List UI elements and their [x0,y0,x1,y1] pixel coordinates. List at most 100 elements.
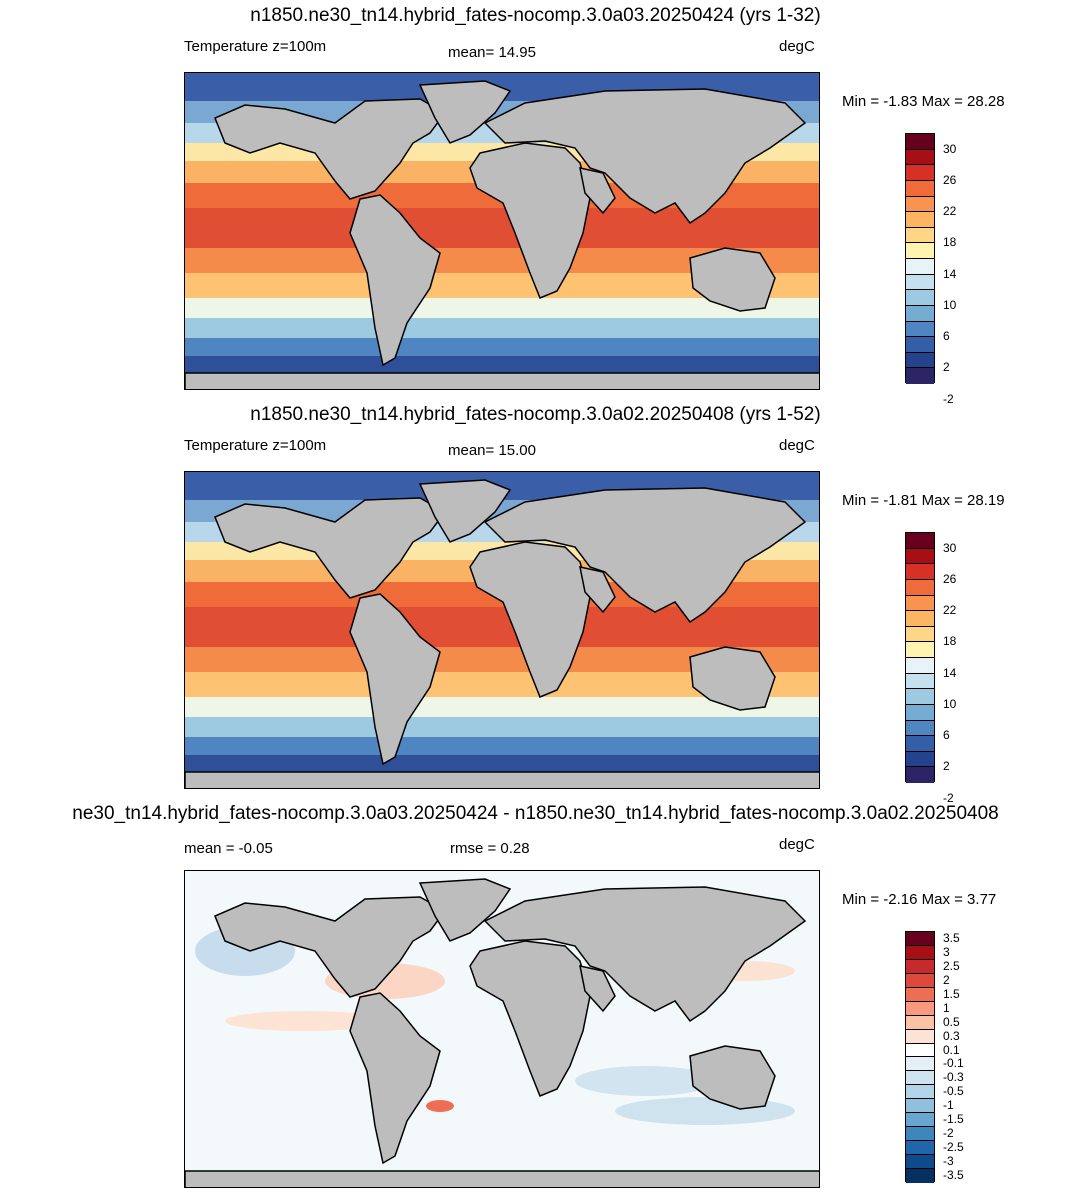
land-mass [349,992,441,1165]
land-mass [483,88,807,225]
map-field [185,871,819,1187]
colorbar-tick-label: 1.5 [943,986,960,1001]
colorbar-tick-label: 2 [943,972,950,987]
colorbar-tick-label: 0.1 [943,1042,960,1057]
panel-2-mean-label: mean= 15.00 [448,442,536,459]
panel-1-minmax: Min = -1.83 Max = 28.28 [842,93,1005,110]
colorbar-swatch [906,1071,934,1086]
colorbar-tick-label: 10 [943,297,957,312]
colorbar-swatch [906,1113,934,1128]
panel-2-minmax: Min = -1.81 Max = 28.19 [842,492,1005,509]
colorbar-swatch [906,290,934,306]
colorbar-tick-label: -3 [943,1154,954,1169]
land-mass [349,194,441,367]
colorbar-swatch [906,321,934,338]
colorbar-swatch [906,658,934,674]
anomaly-patch [225,1011,385,1031]
colorbar-tick-label: 2 [943,759,950,774]
colorbar-tick-label: 2.5 [943,958,960,973]
colorbar-tick-label: -1 [943,1098,954,1113]
colorbar-tick-label: 0.5 [943,1014,960,1029]
colorbar-swatch [906,149,934,166]
panel-2-map [184,471,820,789]
colorbar-tick-label: 26 [943,571,957,586]
panel-1-variable-label: Temperature z=100m [184,38,327,55]
colorbar-tick-label: -2 [943,790,954,805]
ocean-band [185,697,819,717]
land-mass [469,940,591,1097]
colorbar-tick-label: 22 [943,603,957,618]
colorbar-swatch [906,626,934,643]
colorbar-tick-label: -3.5 [943,1168,964,1183]
colorbar-swatch [906,673,934,690]
colorbar-tick-label: -1.5 [943,1112,964,1127]
colorbar-tick-label: 0.3 [943,1028,960,1043]
colorbar-swatch [906,642,934,658]
land-mass [579,965,616,1013]
colorbar-tick-label: 6 [943,329,950,344]
colorbar-swatch [906,959,934,974]
colorbar-swatch [906,720,934,737]
colorbar-tick-label: -0.1 [943,1056,964,1071]
land-mass [349,593,441,766]
colorbar-tick-label: -0.5 [943,1084,964,1099]
ocean-band [185,737,819,755]
panel-3-rmse-label: rmse = 0.28 [450,840,530,857]
colorbar-swatch [906,1155,934,1169]
ocean-band [185,318,819,338]
colorbar-swatch [906,1029,934,1044]
colorbar-swatch [906,564,934,580]
colorbar-swatch [906,736,934,752]
panel-1-mean-label: mean= 14.95 [448,44,536,61]
colorbar-swatch [906,196,934,213]
panel-2-units: degC [779,437,815,454]
colorbar-tick-label: -2 [943,391,954,406]
colorbar-swatch [906,274,934,291]
panel-3-mean-label: mean = -0.05 [184,840,273,857]
panel-2-colorbar [905,532,935,783]
colorbar-tick-label: 26 [943,172,957,187]
land-mass [579,566,616,614]
colorbar-swatch [906,1057,934,1072]
colorbar-tick-label: 30 [943,540,957,555]
colorbar-swatch [906,243,934,259]
colorbar-swatch [906,134,934,150]
panel-3-minmax: Min = -2.16 Max = 3.77 [842,891,997,908]
panel-3-title: ne30_tn14.hybrid_fates-nocomp.3.0a03.202… [72,803,999,824]
panel-2-title: n1850.ne30_tn14.hybrid_fates-nocomp.3.0a… [250,404,821,425]
anomaly-patch [575,1066,715,1096]
colorbar-tick-label: 14 [943,665,957,680]
colorbar-tick-label: 3 [943,944,950,959]
ocean-band [185,298,819,318]
colorbar-swatch [906,611,934,627]
colorbar-swatch [906,227,934,244]
land-mass [418,878,512,942]
colorbar-tick-label: 18 [943,634,957,649]
colorbar-tick-label: -2 [943,1126,954,1141]
panel-1-units: degC [779,38,815,55]
colorbar-tick-label: 14 [943,266,957,281]
land-mass [469,142,591,299]
colorbar-swatch [906,1015,934,1030]
land-mass [418,80,512,144]
colorbar-tick-label: 2 [943,360,950,375]
colorbar-swatch [906,945,934,960]
ocean-band [185,338,819,356]
panel-3-units: degC [779,836,815,853]
colorbar-tick-label: 22 [943,204,957,219]
land-mass [185,771,819,788]
colorbar-swatch [906,1127,934,1142]
colorbar-swatch [906,180,934,197]
colorbar-tick-label: 1 [943,1000,950,1015]
colorbar-swatch [906,259,934,275]
panel-2-variable-label: Temperature z=100m [184,437,327,454]
colorbar-swatch [906,352,934,369]
land-mass [579,167,616,215]
colorbar-tick-label: 3.5 [943,930,960,945]
colorbar-tick-label: 6 [943,728,950,743]
colorbar-swatch [906,689,934,705]
colorbar-tick-label: -0.3 [943,1070,964,1085]
colorbar-swatch [906,987,934,1002]
colorbar-swatch [906,1141,934,1155]
anomaly-patch [426,1100,454,1112]
